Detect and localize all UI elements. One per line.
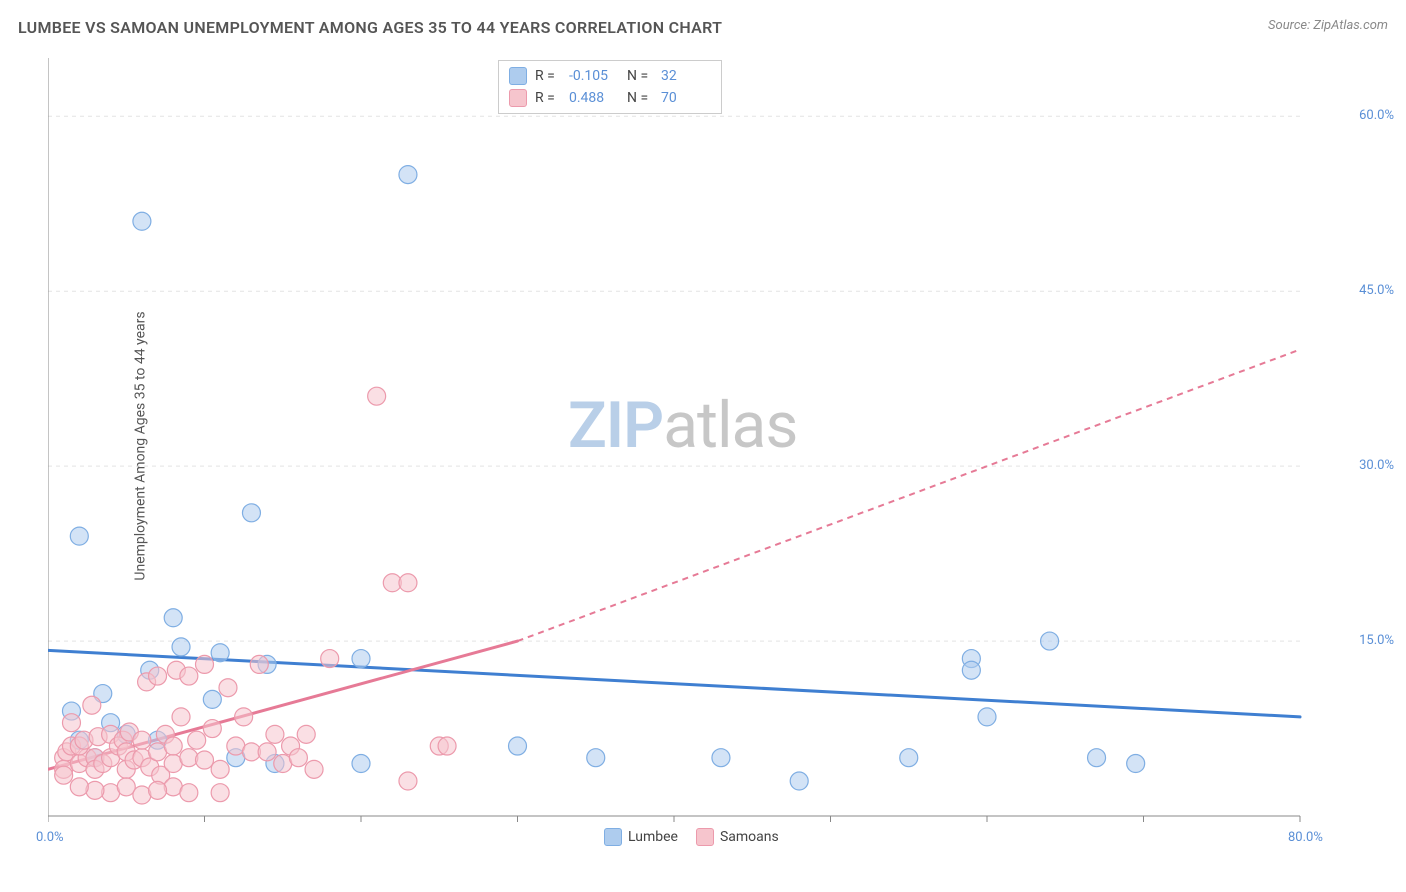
legend-swatch [509,67,527,85]
n-value: 70 [661,90,711,106]
legend-swatch [604,828,622,846]
stats-legend-row: R = 0.488 N = 70 [509,87,711,109]
legend-label: Samoans [720,829,779,845]
scatter-plot: R =-0.105N =32R = 0.488N =70 ZIPatlas Lu… [48,58,1348,848]
y-tick-label: 15.0% [1359,633,1394,648]
stats-legend-row: R = -0.105 N = 32 [509,65,711,87]
legend-item: Lumbee [604,828,678,846]
r-value: -0.105 [569,68,619,84]
x-tick-label: 0.0% [36,830,64,845]
x-tick-label: 80.0% [1288,830,1323,845]
legend-swatch [509,89,527,107]
n-label: N = [627,90,653,106]
legend-swatch [696,828,714,846]
n-label: N = [627,68,653,84]
legend-label: Lumbee [628,829,678,845]
r-value: 0.488 [569,90,619,106]
r-label: R = [535,68,561,84]
y-tick-label: 30.0% [1359,458,1394,473]
r-label: R = [535,90,561,106]
source-credit: Source: ZipAtlas.com [1268,18,1388,33]
series-legend: Lumbee Samoans [604,828,779,846]
chart-canvas [48,58,1348,848]
y-tick-label: 60.0% [1359,108,1394,123]
legend-item: Samoans [696,828,779,846]
n-value: 32 [661,68,711,84]
chart-title: LUMBEE VS SAMOAN UNEMPLOYMENT AMONG AGES… [18,18,722,37]
y-tick-label: 45.0% [1359,283,1394,298]
stats-legend-box: R = -0.105 N = 32 R = 0.488 N = 70 [498,60,722,114]
